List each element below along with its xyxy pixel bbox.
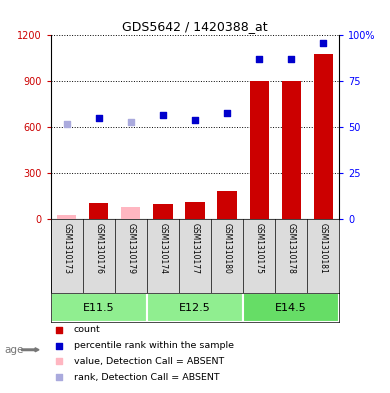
Point [128,119,134,125]
Text: count: count [74,325,101,334]
Text: value, Detection Call = ABSENT: value, Detection Call = ABSENT [74,357,224,366]
Bar [250,81,269,219]
Bar [121,207,140,219]
Bar [243,293,339,322]
Title: GDS5642 / 1420388_at: GDS5642 / 1420388_at [122,20,268,33]
Bar [147,293,243,322]
Point [96,115,102,121]
Bar [89,202,108,219]
Point [160,111,166,118]
Text: GSM1310174: GSM1310174 [158,223,167,274]
Point [192,117,198,123]
Bar [218,191,237,219]
Text: GSM1310173: GSM1310173 [62,223,71,274]
Bar [314,54,333,219]
Text: rank, Detection Call = ABSENT: rank, Detection Call = ABSENT [74,373,220,382]
Text: GSM1310176: GSM1310176 [94,223,103,274]
Text: E12.5: E12.5 [179,303,211,312]
Point [288,56,294,62]
Bar [282,81,301,219]
Point [320,40,326,46]
Text: E11.5: E11.5 [83,303,115,312]
Bar [185,202,205,219]
Text: E14.5: E14.5 [275,303,307,312]
Point [64,121,70,127]
Text: GSM1310177: GSM1310177 [190,223,200,274]
Point [56,343,62,349]
Point [224,110,230,116]
Text: GSM1310181: GSM1310181 [319,223,328,274]
Text: percentile rank within the sample: percentile rank within the sample [74,341,234,350]
Text: GSM1310180: GSM1310180 [223,223,232,274]
Point [56,358,62,365]
Text: GSM1310178: GSM1310178 [287,223,296,274]
Bar [51,293,147,322]
Point [56,327,62,333]
Text: age: age [4,345,23,355]
Point [256,56,262,62]
Text: GSM1310179: GSM1310179 [126,223,135,274]
Text: GSM1310175: GSM1310175 [255,223,264,274]
Bar [57,215,76,219]
Bar [153,204,172,219]
Point [56,374,62,380]
